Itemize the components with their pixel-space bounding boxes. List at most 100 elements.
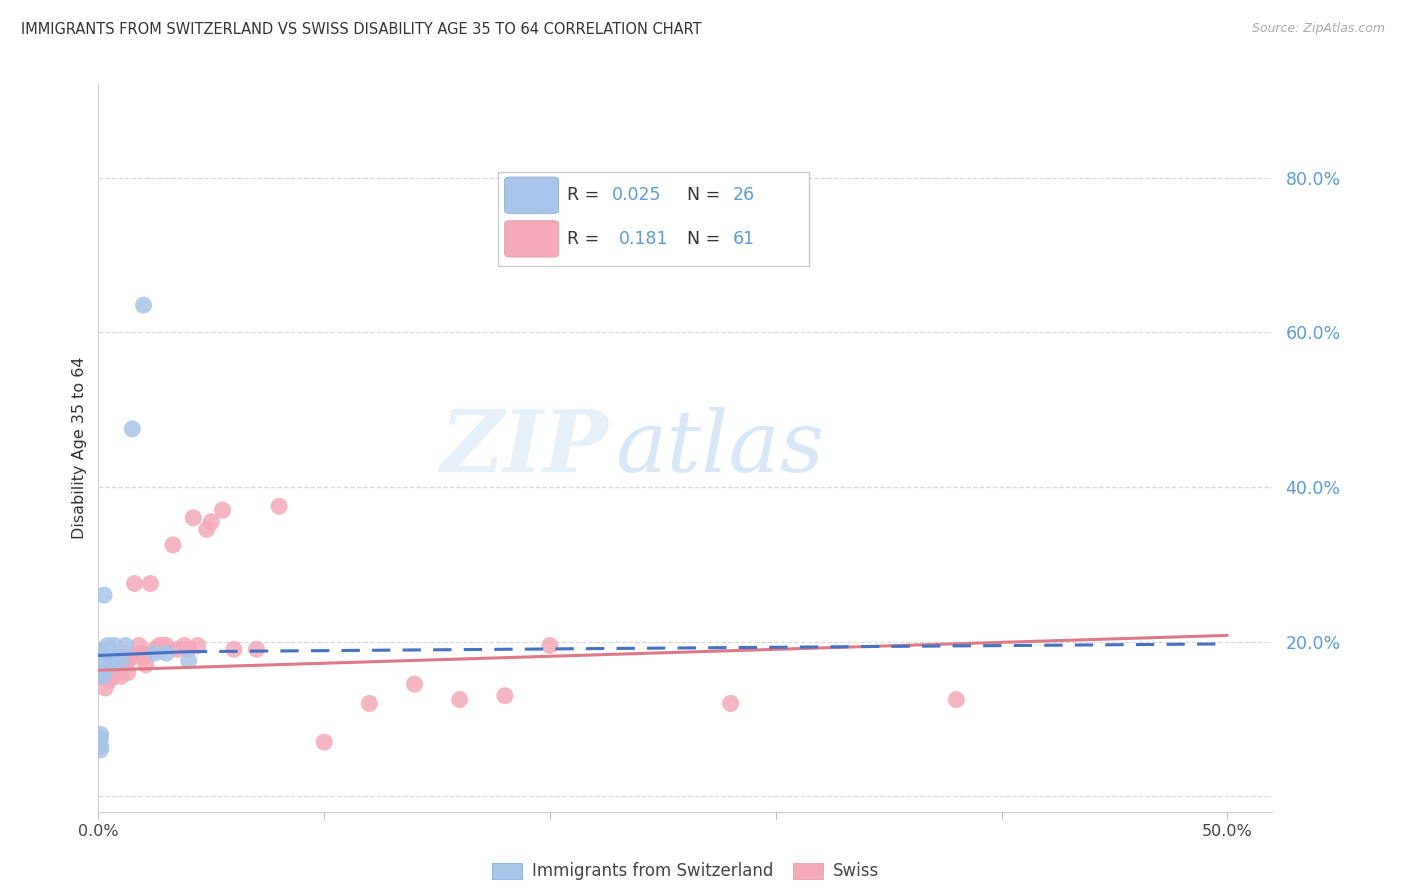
Point [143,646,166,660]
Point [131,646,153,660]
Point [110,654,132,668]
FancyBboxPatch shape [505,220,558,257]
Point [155,639,177,653]
Point [166,642,188,657]
Point [114,646,136,660]
Text: R =: R = [567,230,610,248]
Point [91,654,114,668]
Point [148,639,170,653]
Point [103,639,125,653]
Point [90,657,112,672]
Point [90,665,112,680]
Y-axis label: Disability Age 35 to 64: Disability Age 35 to 64 [72,357,87,540]
Point [98,662,121,676]
Point [132,298,155,312]
Point [945,692,967,706]
Point [105,662,128,676]
Point [94,650,117,665]
Text: 61: 61 [733,230,755,248]
Text: R =: R = [567,186,605,204]
Point [494,689,516,703]
Point [117,665,139,680]
Point [173,639,195,653]
Point [103,662,125,676]
Text: Source: ZipAtlas.com: Source: ZipAtlas.com [1251,22,1385,36]
Point [124,576,146,591]
Point [96,639,118,653]
Point [110,669,132,683]
Point [177,642,200,657]
Point [107,650,129,665]
Point [107,654,129,668]
Point [162,538,184,552]
Text: 26: 26 [733,186,755,204]
Point [90,727,112,741]
Point [96,662,118,676]
Point [121,650,143,665]
Legend: Immigrants from Switzerland, Swiss: Immigrants from Switzerland, Swiss [485,855,886,887]
Point [222,642,245,657]
Text: IMMIGRANTS FROM SWITZERLAND VS SWISS DISABILITY AGE 35 TO 64 CORRELATION CHART: IMMIGRANTS FROM SWITZERLAND VS SWISS DIS… [21,22,702,37]
Point [93,588,115,602]
Point [121,422,143,436]
Point [200,515,222,529]
FancyBboxPatch shape [505,178,558,213]
Point [114,654,136,668]
Point [90,665,112,680]
Point [132,650,155,665]
Point [91,669,114,683]
Point [96,669,118,683]
Point [538,639,561,653]
Point [143,642,166,657]
Point [110,654,132,668]
Text: N =: N = [676,230,725,248]
Point [155,646,177,660]
Point [101,669,124,683]
Point [94,657,117,672]
Point [98,654,121,668]
Point [267,500,290,514]
Point [117,654,139,668]
Point [101,654,124,668]
Point [114,639,136,653]
Point [135,657,157,672]
Point [107,662,129,676]
Point [91,662,114,676]
Point [96,650,118,665]
Point [449,692,471,706]
Point [177,654,200,668]
Point [245,642,267,657]
Point [101,662,124,676]
Point [94,669,117,683]
Point [91,669,114,683]
Text: N =: N = [676,186,725,204]
Point [195,523,218,537]
Point [98,646,121,660]
Point [94,665,117,680]
Point [404,677,426,691]
Point [93,662,115,676]
Point [89,669,111,683]
Text: ZIP: ZIP [441,407,609,490]
Point [94,642,117,657]
Point [150,639,173,653]
Point [128,639,150,653]
Point [211,503,233,517]
FancyBboxPatch shape [498,172,808,267]
Point [89,743,111,757]
Point [720,697,742,711]
Text: 0.181: 0.181 [619,230,668,248]
Point [105,665,128,680]
Text: 0.025: 0.025 [612,186,661,204]
Point [94,681,117,695]
Point [112,650,135,665]
Point [103,654,125,668]
Point [91,657,114,672]
Point [98,673,121,688]
Point [139,576,162,591]
Point [314,735,336,749]
Point [94,662,117,676]
Point [90,739,112,753]
Text: atlas: atlas [614,407,824,490]
Point [359,697,381,711]
